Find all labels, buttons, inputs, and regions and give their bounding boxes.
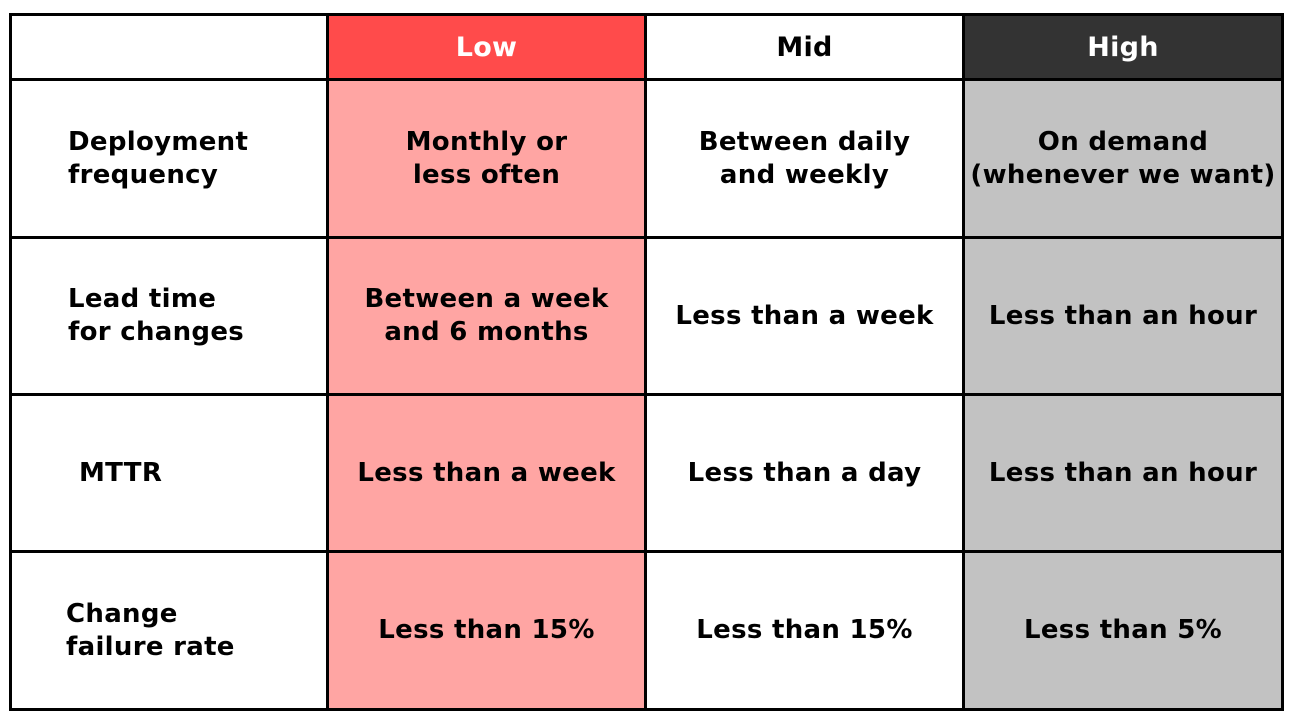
mid-mttr: Less than a day (647, 396, 965, 553)
corner-cell (12, 16, 329, 81)
mid-lead-time: Less than a week (647, 239, 965, 396)
metric-change-failure-rate: Change failure rate (12, 553, 329, 708)
high-deployment-frequency: On demand (whenever we want) (965, 81, 1281, 239)
mid-deployment-frequency: Between daily and weekly (647, 81, 965, 239)
low-lead-time: Between a week and 6 months (329, 239, 647, 396)
low-deployment-frequency: Monthly or less often (329, 81, 647, 239)
mid-change-failure-rate: Less than 15% (647, 553, 965, 708)
table-grid: Low Mid High Deployment frequency Monthl… (12, 16, 1281, 708)
high-mttr: Less than an hour (965, 396, 1281, 553)
header-low: Low (329, 16, 647, 81)
metric-deployment-frequency: Deployment frequency (12, 81, 329, 239)
dora-metrics-table: Low Mid High Deployment frequency Monthl… (9, 13, 1284, 711)
metric-lead-time: Lead time for changes (12, 239, 329, 396)
metric-mttr: MTTR (12, 396, 329, 553)
header-high: High (965, 16, 1281, 81)
high-change-failure-rate: Less than 5% (965, 553, 1281, 708)
high-lead-time: Less than an hour (965, 239, 1281, 396)
low-mttr: Less than a week (329, 396, 647, 553)
header-mid: Mid (647, 16, 965, 81)
low-change-failure-rate: Less than 15% (329, 553, 647, 708)
